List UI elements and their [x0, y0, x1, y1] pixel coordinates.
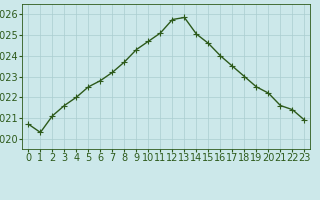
Text: Graphe pression niveau de la mer (hPa): Graphe pression niveau de la mer (hPa) [32, 179, 288, 190]
